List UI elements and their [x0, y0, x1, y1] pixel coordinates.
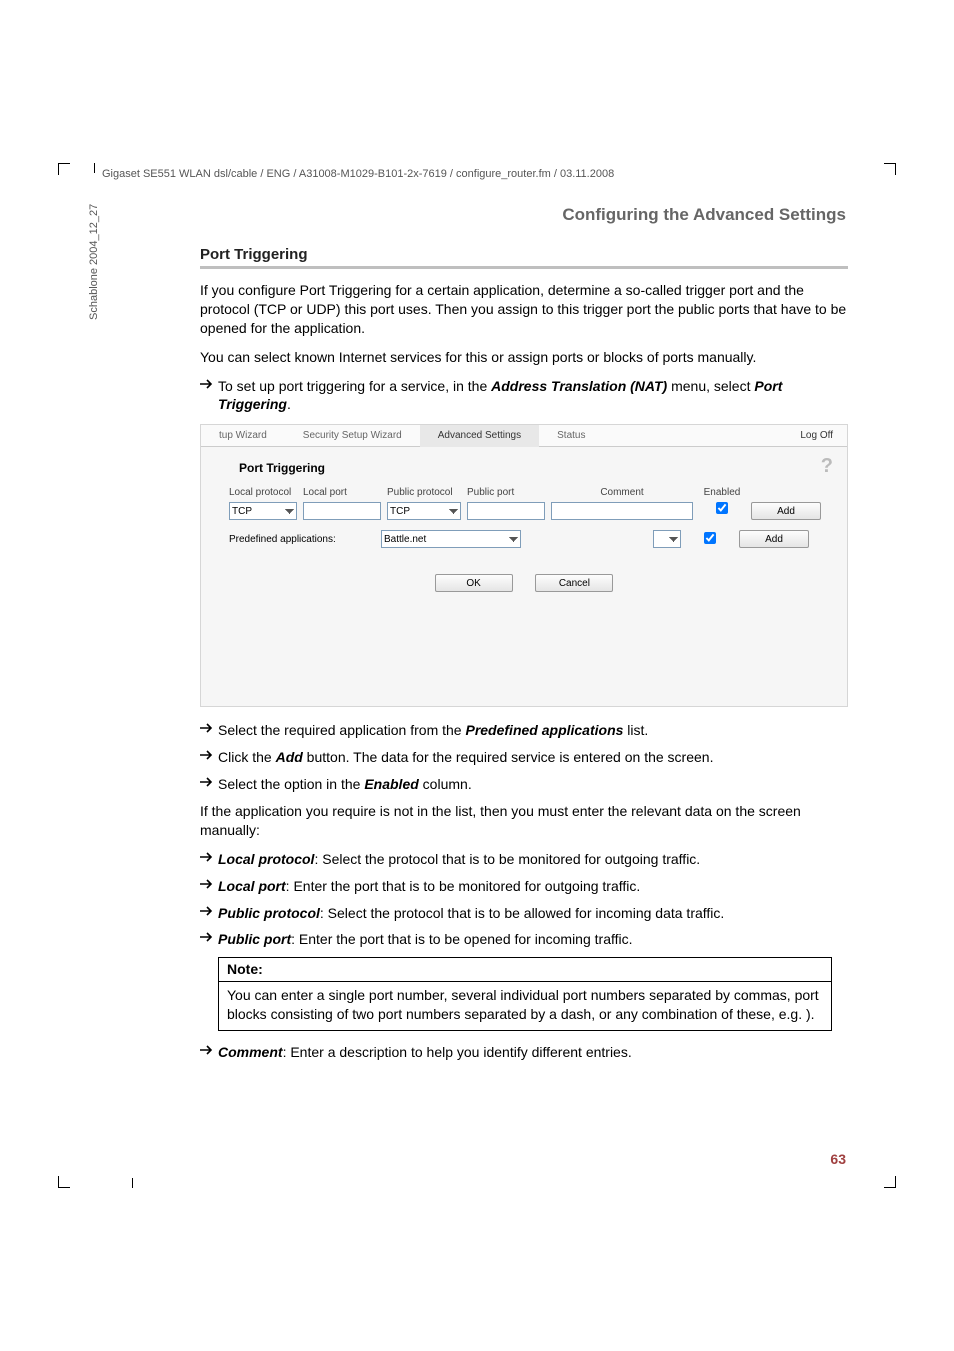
bullet-local-protocol: Local protocol: Select the protocol that…	[200, 850, 848, 869]
public-port-input[interactable]	[467, 502, 545, 520]
arrow-icon	[200, 722, 218, 741]
bullet-local-port: Local port: Enter the port that is to be…	[200, 877, 848, 896]
comment-input[interactable]	[551, 502, 693, 520]
col-public-port: Public port	[467, 487, 545, 498]
bullet-public-protocol: Public protocol: Select the protocol tha…	[200, 904, 848, 923]
predefined-secondary-select[interactable]	[653, 530, 681, 548]
local-protocol-select[interactable]: TCP	[229, 502, 297, 520]
bullet-setup: To set up port triggering for a service,…	[200, 377, 848, 415]
tab-setup-wizard[interactable]: tup Wizard	[201, 425, 285, 447]
template-label: Schablone 2004_12_27	[88, 204, 100, 320]
title-rule	[200, 266, 848, 269]
page-content: Port Triggering If you configure Port Tr…	[200, 246, 848, 1070]
ok-cancel-row: OK Cancel	[201, 574, 847, 592]
logoff-link[interactable]: Log Off	[800, 430, 847, 441]
manual-para: If the application you require is not in…	[200, 802, 848, 840]
tab-status[interactable]: Status	[539, 425, 603, 447]
tab-advanced-settings[interactable]: Advanced Settings	[420, 425, 539, 447]
note-body: You can enter a single port number, seve…	[219, 982, 831, 1030]
page-number: 63	[830, 1151, 846, 1167]
predefined-row: Predefined applications: Battle.net Add	[201, 530, 847, 548]
col-comment: Comment	[551, 487, 693, 498]
local-port-input[interactable]	[303, 502, 381, 520]
arrow-icon	[200, 749, 218, 768]
arrow-icon	[200, 378, 218, 416]
bullet-click-add: Click the Add button. The data for the r…	[200, 748, 848, 767]
arrow-icon	[200, 905, 218, 924]
ui-section-title: Port Triggering	[201, 447, 847, 487]
col-local-port: Local port	[303, 487, 381, 498]
add-button-1[interactable]: Add	[751, 502, 821, 520]
bullet-select-app: Select the required application from the…	[200, 721, 848, 740]
enabled-checkbox-2[interactable]	[704, 532, 716, 544]
col-public-protocol: Public protocol	[387, 487, 461, 498]
enabled-checkbox-1[interactable]	[716, 502, 728, 514]
bullet-select-enabled: Select the option in the Enabled column.	[200, 775, 848, 794]
help-icon[interactable]: ?	[821, 455, 833, 478]
bullet-comment: Comment: Enter a description to help you…	[200, 1043, 848, 1062]
doc-path: Gigaset SE551 WLAN dsl/cable / ENG / A31…	[102, 168, 614, 180]
col-enabled: Enabled	[699, 487, 745, 498]
add-button-2[interactable]: Add	[739, 530, 809, 548]
arrow-icon	[200, 931, 218, 950]
arrow-icon	[200, 851, 218, 870]
note-heading: Note:	[219, 958, 831, 982]
router-ui-screenshot: tup Wizard Security Setup Wizard Advance…	[200, 424, 848, 707]
bullet-setup-text: To set up port triggering for a service,…	[218, 377, 848, 415]
predefined-label: Predefined applications:	[229, 534, 375, 545]
intro-para-1: If you configure Port Triggering for a c…	[200, 281, 848, 338]
cancel-button[interactable]: Cancel	[535, 574, 613, 592]
bullet-public-port: Public port: Enter the port that is to b…	[200, 930, 848, 949]
arrow-icon	[200, 776, 218, 795]
col-local-protocol: Local protocol	[229, 487, 297, 498]
note-box: Note: You can enter a single port number…	[218, 957, 832, 1031]
tab-security-wizard[interactable]: Security Setup Wizard	[285, 425, 420, 447]
section-header: Configuring the Advanced Settings	[562, 205, 846, 225]
ui-tabbar: tup Wizard Security Setup Wizard Advance…	[201, 425, 847, 447]
arrow-icon	[200, 878, 218, 897]
ok-button[interactable]: OK	[435, 574, 513, 592]
public-protocol-select[interactable]: TCP	[387, 502, 461, 520]
predefined-select[interactable]: Battle.net	[381, 530, 521, 548]
port-trigger-grid: Local protocol Local port Public protoco…	[201, 487, 847, 520]
intro-para-2: You can select known Internet services f…	[200, 348, 848, 367]
arrow-icon	[200, 1044, 218, 1063]
page-title: Port Triggering	[200, 246, 848, 263]
